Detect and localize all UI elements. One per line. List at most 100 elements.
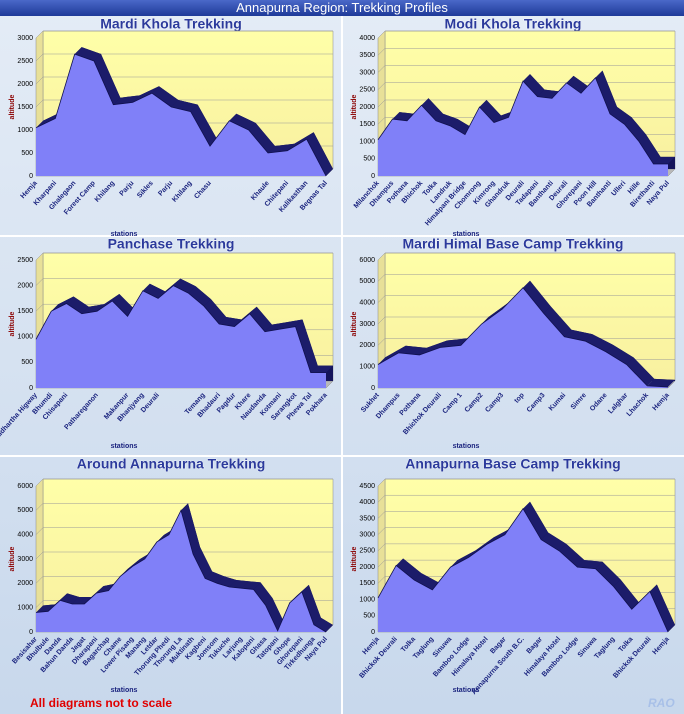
- grid-line: [377, 478, 675, 487]
- area-top: [541, 532, 567, 551]
- area-top: [595, 70, 617, 114]
- area-top: [436, 113, 458, 126]
- area-top: [229, 113, 256, 130]
- area-top: [113, 95, 140, 105]
- area-top: [313, 617, 333, 632]
- area-top: [647, 378, 675, 387]
- y-tick-label: 1500: [17, 308, 33, 315]
- x-axis-label: stations: [453, 687, 480, 694]
- area-top: [193, 547, 213, 579]
- area-top: [306, 132, 333, 176]
- area-top: [577, 560, 603, 569]
- grid-line: [35, 303, 333, 312]
- area-top: [523, 280, 551, 314]
- y-tick-label: 2500: [17, 257, 33, 264]
- y-tick-label: 2000: [359, 342, 375, 349]
- y-tick-label: 2000: [359, 104, 375, 111]
- x-axis-label: stations: [453, 443, 480, 450]
- y-tick-label: 1000: [359, 364, 375, 371]
- area-line: [377, 287, 669, 388]
- area-top: [36, 604, 56, 613]
- grid-line: [35, 503, 333, 511]
- y-tick-label: 500: [21, 359, 33, 366]
- y-axis-label: altitude: [351, 311, 358, 336]
- area-top: [419, 340, 448, 355]
- area-top: [421, 98, 443, 121]
- area-fill: [36, 54, 326, 176]
- x-axis-label: stations: [111, 443, 138, 450]
- grid-line: [377, 30, 675, 39]
- area-top: [241, 581, 261, 590]
- y-tick-label: 500: [363, 613, 375, 620]
- area-top: [486, 527, 512, 545]
- chart-title: Panchase Trekking: [108, 236, 235, 252]
- area-top: [653, 156, 675, 164]
- grid-line: [35, 527, 333, 535]
- area-top: [249, 306, 272, 332]
- y-axis-label: altitude: [9, 546, 16, 571]
- y-tick-label: 3500: [359, 52, 375, 59]
- grid-line: [35, 576, 333, 584]
- grid-line: [35, 278, 333, 286]
- area-top: [253, 582, 273, 606]
- area-fill: [36, 510, 326, 632]
- y-tick-label: 4500: [359, 483, 375, 490]
- chart-title: Mardi Himal Base Camp Trekking: [403, 236, 624, 252]
- y-tick-label: 5000: [17, 507, 33, 514]
- area-top: [398, 345, 427, 355]
- grid-line: [377, 543, 675, 552]
- y-tick-label: 0: [371, 385, 375, 392]
- area-top: [649, 584, 675, 632]
- y-tick-label: 1000: [17, 605, 33, 612]
- area-top: [112, 293, 135, 317]
- area-top: [624, 117, 646, 142]
- area-top: [142, 283, 166, 299]
- grid-line: [377, 274, 675, 282]
- y-tick-label: 5000: [359, 278, 375, 285]
- grid-line: [377, 48, 675, 56]
- area-top: [295, 319, 318, 373]
- y-tick-label: 3000: [17, 556, 33, 563]
- area-top: [268, 143, 295, 153]
- area-top: [264, 322, 288, 332]
- area-top: [639, 134, 661, 164]
- area-line: [35, 509, 327, 633]
- area-top: [479, 100, 501, 123]
- area-top: [96, 583, 116, 594]
- area-top: [97, 293, 120, 312]
- y-tick-label: 4000: [359, 499, 375, 506]
- area-top: [265, 598, 285, 631]
- grid-line: [377, 65, 675, 73]
- area-top: [613, 579, 639, 610]
- area-top: [523, 74, 545, 97]
- area-top: [566, 75, 588, 94]
- y-tick-label: 0: [29, 385, 33, 392]
- area-line: [377, 507, 669, 633]
- grid-line: [35, 53, 333, 62]
- area-fill: [378, 77, 668, 176]
- area-top: [173, 278, 196, 294]
- y-tick-label: 1000: [17, 334, 33, 341]
- y-axis-label: altitude: [351, 94, 358, 119]
- y-tick-label: 2000: [17, 282, 33, 289]
- grid-line: [377, 494, 675, 503]
- area-fill: [378, 508, 668, 632]
- y-tick-label: 3000: [359, 532, 375, 539]
- area-top: [66, 296, 89, 314]
- grid-line: [377, 252, 675, 261]
- grid-line: [377, 316, 675, 325]
- area-fill: [36, 285, 326, 388]
- area-top: [229, 579, 249, 589]
- area-top: [414, 573, 440, 590]
- y-tick-label: 0: [29, 629, 33, 636]
- y-tick-label: 2000: [17, 580, 33, 587]
- area-top: [287, 132, 314, 151]
- y-tick-label: 2000: [359, 564, 375, 571]
- chart-title: Annapurna Base Camp Trekking: [405, 456, 621, 472]
- y-tick-label: 4000: [359, 300, 375, 307]
- area-top: [564, 329, 593, 342]
- chart-title: Mardi Khola Trekking: [100, 16, 242, 32]
- y-axis-label: altitude: [9, 94, 16, 119]
- area-top: [81, 304, 105, 314]
